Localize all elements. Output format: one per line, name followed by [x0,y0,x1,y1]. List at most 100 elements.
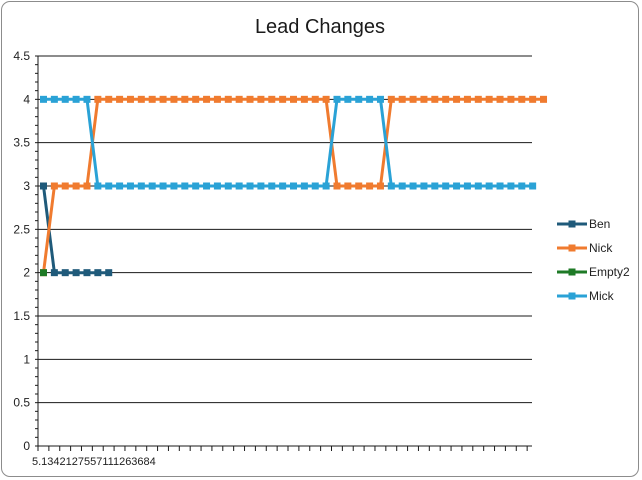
data-point [72,182,80,190]
axes [35,55,532,447]
data-point [159,182,167,190]
series-mick [40,95,537,190]
data-point [83,182,91,190]
data-point [40,95,47,103]
data-point [159,95,167,103]
data-point [290,182,298,190]
data-point [387,182,395,190]
data-point [366,95,374,103]
data-point [203,182,211,190]
y-tick-label: 3.5 [13,136,30,150]
data-point [83,95,91,103]
data-point [333,182,341,190]
data-point [148,182,156,190]
data-point [333,95,341,103]
legend-label: Mick [589,289,615,303]
series-lines [40,95,548,277]
data-point [137,182,145,190]
series-line [43,97,533,188]
data-point [246,95,254,103]
legend-swatch-marker [568,268,576,276]
data-point [94,182,102,190]
data-point [518,182,526,190]
data-point [126,95,134,103]
data-point [181,182,189,190]
x-tick-marks [37,446,528,451]
data-point [442,182,450,190]
data-point [442,95,450,103]
data-point [540,95,548,103]
data-point [61,182,69,190]
data-point [116,182,124,190]
y-tick-label: 3 [23,179,30,193]
data-point [279,95,287,103]
data-point [279,182,287,190]
chart-title: Lead Changes [255,16,385,38]
data-point [398,182,406,190]
y-tick-label: 4.5 [13,49,30,63]
data-point [474,182,482,190]
data-point [224,182,232,190]
data-point [83,269,91,277]
legend-label: Nick [589,241,613,255]
data-point [137,95,145,103]
data-point [50,95,58,103]
data-point [72,95,80,103]
data-point [268,182,276,190]
data-point [257,182,265,190]
legend-swatch-marker [568,292,576,300]
data-point [507,182,515,190]
data-point [529,95,537,103]
data-point [224,95,232,103]
legend-item-ben: Ben [557,217,610,231]
data-point [344,182,352,190]
series-ben [40,182,113,277]
data-point [322,182,330,190]
data-point [355,95,363,103]
data-point [507,95,515,103]
data-point [409,95,417,103]
data-point [496,95,504,103]
y-tick-label: 0.5 [13,396,30,410]
data-point [61,95,69,103]
y-tick-label: 1 [23,352,30,366]
legend: Ben Nick Empty2 Mick [557,217,630,303]
data-point [148,95,156,103]
data-point [529,182,537,190]
data-point [105,95,113,103]
legend-item-empty2: Empty2 [557,265,630,279]
data-point [376,182,384,190]
legend-label: Empty2 [589,265,630,279]
y-tick-label: 2.5 [13,222,30,236]
legend-label: Ben [589,217,610,231]
data-point [496,182,504,190]
data-point [170,182,178,190]
data-point [268,95,276,103]
data-point [376,95,384,103]
y-tick-label: 0 [23,439,30,453]
data-point [50,269,58,277]
data-point [420,95,428,103]
data-point [192,182,200,190]
data-point [355,182,363,190]
data-point [322,95,330,103]
data-point [235,182,243,190]
data-point [181,95,189,103]
y-tick-label: 4 [23,92,30,106]
legend-swatch-marker [568,244,576,252]
data-point [518,95,526,103]
data-point [40,182,47,190]
data-point [72,269,80,277]
legend-item-nick: Nick [557,241,613,255]
legend-swatch-marker [568,220,576,228]
data-point [474,95,482,103]
y-tick-labels: 0 0.5 1 1.5 2 2.5 3 3.5 4 4.5 [13,49,30,453]
data-point [235,95,243,103]
data-point [105,182,113,190]
data-point [398,95,406,103]
data-point [192,95,200,103]
data-point [366,182,374,190]
grid-lines [38,55,532,404]
